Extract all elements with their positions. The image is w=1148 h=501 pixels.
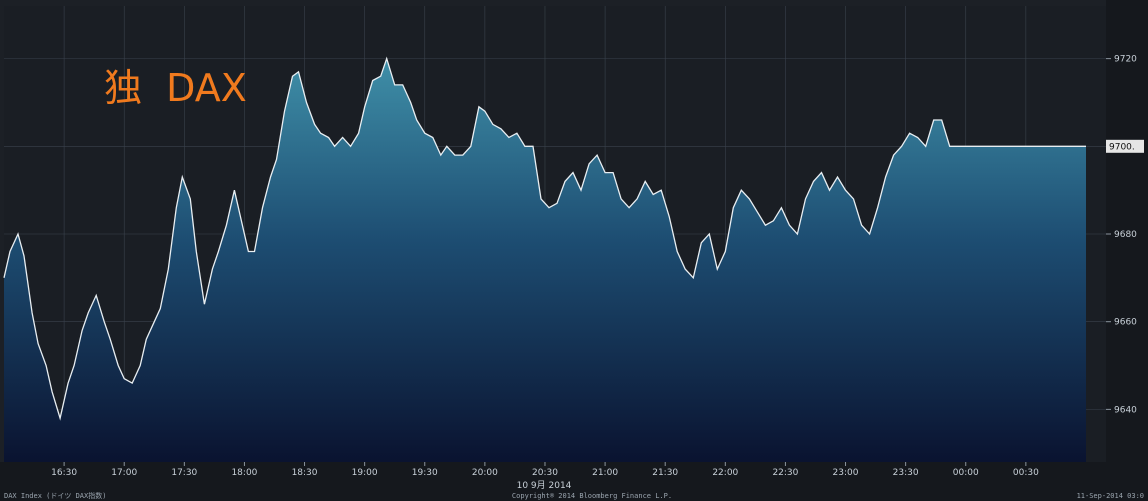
y-tick-label: 9640 <box>1114 405 1137 415</box>
right-axis-panel <box>1106 0 1148 462</box>
x-tick-label: 17:00 <box>111 468 137 478</box>
x-tick-label: 20:00 <box>472 468 498 478</box>
x-tick-label: 17:30 <box>171 468 197 478</box>
x-tick-label: 19:30 <box>412 468 438 478</box>
bottom-axis-panel <box>0 462 1148 501</box>
x-tick-label: 22:00 <box>712 468 738 478</box>
price-line <box>3 56 1086 421</box>
last-value-box <box>1106 139 1144 153</box>
x-tick-label: 23:00 <box>833 468 859 478</box>
y-tick-label: 9680 <box>1114 230 1137 240</box>
x-tick-label: 21:00 <box>592 468 618 478</box>
footer-left: DAX Index (ドイツ DAX指数) <box>4 491 106 500</box>
price-area <box>4 58 1086 462</box>
footer-right: 11-Sep-2014 03:0 <box>1077 492 1144 500</box>
date-label: 10 9月 2014 <box>517 480 572 491</box>
x-tick-label: 21:30 <box>652 468 678 478</box>
y-tick-label: 9720 <box>1114 55 1137 65</box>
last-value-marker: 9700. <box>1106 139 1144 153</box>
x-axis: 16:30 17:00 17:30 18:00 18:30 19:00 19:30 20:00… <box>51 462 1039 478</box>
chart-title: 独 DAX <box>104 66 247 110</box>
last-value-label: 9700. <box>1109 142 1135 152</box>
x-tick-label: 00:00 <box>953 468 979 478</box>
x-tick-label: 22:30 <box>772 468 798 478</box>
x-tick-label: 00:30 <box>1013 468 1039 478</box>
x-tick-label: 16:30 <box>51 468 77 478</box>
x-tick-label: 18:00 <box>231 468 257 478</box>
y-tick-label: 9660 <box>1114 318 1137 328</box>
footer-center: Copyright® 2014 Bloomberg Finance L.P. <box>512 492 672 500</box>
x-tick-label: 19:00 <box>352 468 378 478</box>
x-tick-label: 20:30 <box>532 468 558 478</box>
x-tick-label: 23:30 <box>893 468 919 478</box>
x-tick-label: 18:30 <box>292 468 318 478</box>
